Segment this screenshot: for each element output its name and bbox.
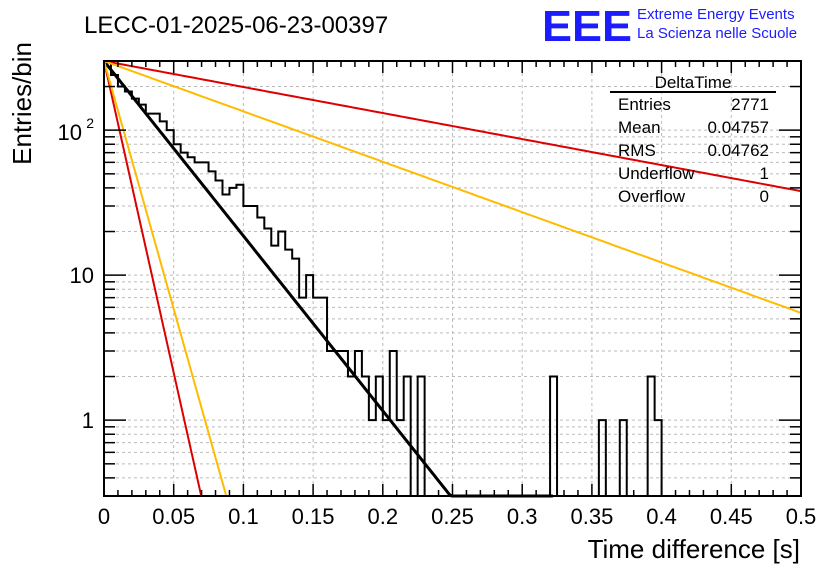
stats-label: Entries <box>618 95 671 114</box>
y-axis-label: Entries/bin <box>7 42 37 165</box>
x-tick-label: 0.35 <box>570 504 613 529</box>
stats-label: Mean <box>618 118 661 137</box>
x-tick-label: 0.1 <box>228 504 259 529</box>
stats-value: 0 <box>760 187 769 206</box>
stats-label: Underflow <box>618 164 695 183</box>
eee-logo: EEE Extreme Energy Events La Scienza nel… <box>542 2 797 51</box>
curve-lower-bound-rate <box>103 60 204 497</box>
x-axis-label: Time difference [s] <box>588 534 800 564</box>
stats-value: 1 <box>760 164 769 183</box>
logo-line2: La Scienza nelle Scuole <box>637 25 797 42</box>
curve-upper-bound-rate <box>103 60 802 193</box>
x-axis-ticks: 0 0.05 0.1 0.15 0.2 0.25 0.3 0.35 0.4 0.45 0.5 <box>98 61 816 529</box>
curve-lower-bound-rate-2 <box>103 60 227 496</box>
x-tick-label: 0.3 <box>507 504 538 529</box>
x-tick-label: 0.2 <box>368 504 399 529</box>
x-tick-label: 0.4 <box>646 504 677 529</box>
curve-upper-bound-rate-2 <box>103 60 802 314</box>
stats-label: Overflow <box>618 187 686 206</box>
stats-value: 0.04762 <box>708 141 769 160</box>
x-tick-label: 0.25 <box>431 504 474 529</box>
stats-value: 2771 <box>731 95 769 114</box>
x-tick-label: 0.05 <box>152 504 195 529</box>
y-tick-exponent: 2 <box>86 115 94 131</box>
stats-title: DeltaTime <box>655 73 732 92</box>
chart-title: LECC-01-2025-06-23-00397 <box>84 12 388 39</box>
stats-value: 0.04757 <box>708 118 769 137</box>
logo-mark: EEE <box>542 2 632 51</box>
histogram-bars <box>104 60 801 497</box>
x-tick-label: 0.15 <box>292 504 335 529</box>
x-tick-label: 0.5 <box>786 504 817 529</box>
curve-fit <box>102 60 553 498</box>
histogram-outline <box>104 60 801 497</box>
y-tick-label: 10 <box>58 120 82 145</box>
stats-label: RMS <box>618 141 656 160</box>
stats-box: DeltaTime Entries 2771 Mean 0.04757 RMS 0.047… <box>610 73 776 206</box>
y-tick-label: 1 <box>82 408 94 433</box>
y-tick-label: 10 <box>70 263 94 288</box>
x-tick-label: 0 <box>98 504 110 529</box>
logo-line1: Extreme Energy Events <box>637 6 795 23</box>
x-tick-label: 0.45 <box>710 504 753 529</box>
